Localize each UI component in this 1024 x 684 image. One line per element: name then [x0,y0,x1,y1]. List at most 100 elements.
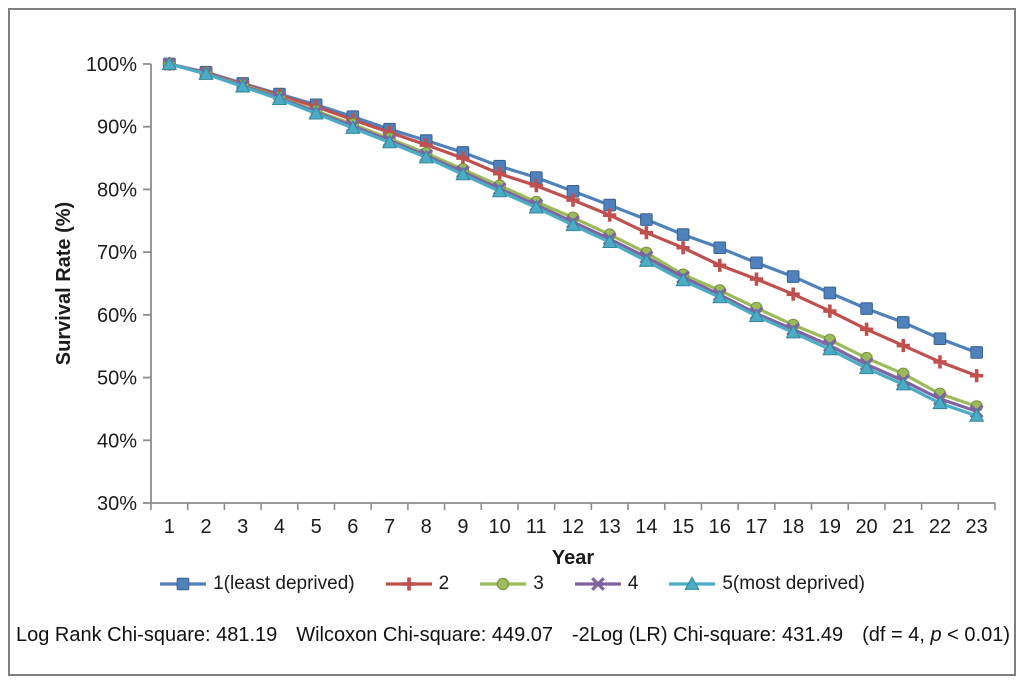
series-line [167,62,979,408]
legend-swatch [385,577,432,591]
y-tick-label: 50% [97,368,137,390]
plus-icon [456,151,470,165]
x-tick-label: 5 [311,516,322,538]
square-icon [860,302,873,315]
plus-icon [970,369,984,383]
legend-swatch [574,577,621,591]
triangle-icon [381,134,398,149]
y-tick-label: 40% [97,430,137,452]
square-icon [933,332,947,345]
x-tick-label: 17 [745,516,767,538]
legend-item-5: 5(most deprived) [668,573,865,595]
x-tick-label: 20 [855,516,877,538]
plus-icon [529,179,543,193]
stat-2log-lr: -2Log (LR) Chi-square: 431.49 [571,624,844,646]
square-icon [896,316,910,329]
triangle-icon [748,308,765,323]
y-axis-title: Survival Rate (%) [53,202,75,365]
x-tick-label: 3 [237,516,248,538]
x-tick-label: 19 [819,516,841,538]
legend-item-2: 2 [385,573,450,595]
triangle-icon [565,217,581,232]
plus-icon [676,241,690,255]
triangle-icon [198,66,214,80]
legend-swatch [669,576,716,590]
plus-icon [823,304,837,318]
figure-frame [8,8,1016,676]
plus-icon [749,272,764,286]
x-tick-label: 7 [384,516,395,538]
triangle-icon [822,341,838,356]
x-cross-icon [590,577,605,591]
plus-icon [896,338,910,353]
x-tick-label: 13 [599,516,621,538]
circle-icon [496,577,510,591]
triangle-icon [785,324,801,339]
triangle-icon [455,166,471,181]
legend-label: 2 [438,573,450,594]
triangle-icon [895,376,911,391]
stats-footer: Log Rank Chi-square: 481.19 Wilcoxon Chi… [16,624,1010,647]
legend-swatch [160,577,207,591]
plus-icon [493,167,507,181]
series-line [167,62,979,418]
x-axis-title: Year [552,547,594,569]
plus-icon [933,355,947,369]
square-icon [750,256,763,270]
legend-label: 4 [627,573,639,594]
x-tick-label: 11 [526,516,547,538]
plus-icon [566,193,580,207]
plus-icon [603,208,617,222]
x-tick-label: 16 [709,516,731,538]
triangle-icon [308,105,324,120]
triangle-icon [345,120,361,134]
x-tick-label: 12 [562,516,584,538]
x-tick-label: 21 [892,516,914,538]
plus-icon [859,322,874,336]
x-tick-label: 22 [929,516,951,538]
triangle-icon [491,183,508,198]
plus-icon [786,287,800,301]
y-tick-label: 30% [97,493,137,515]
legend-label: 3 [533,573,544,594]
legend-label: 1(least deprived) [213,573,355,594]
y-tick-label: 80% [97,179,137,201]
stat-wilcoxon: Wilcoxon Chi-square: 449.07 [296,624,553,646]
x-tick-label: 10 [488,516,510,538]
square-icon [676,228,690,241]
legend-label: 5(most deprived) [722,573,865,594]
triangle-icon [638,253,655,267]
x-tick-label: 6 [347,516,358,538]
x-tick-label: 1 [164,516,175,538]
chart-legend: 1(least deprived) 2 3 4 5(most deprived) [0,573,1024,595]
survival-chart: 100%90%80%70%60%50%40%30%1 2 3 4 5 6 7 8 9 10 11 12… [53,54,996,569]
square-icon [713,241,727,255]
triangle-icon [235,78,251,93]
x-tick-label: 14 [635,516,657,538]
series-line [167,62,979,355]
y-tick-label: 70% [97,242,137,264]
x-tick-label: 15 [672,516,694,538]
triangle-icon [932,395,948,410]
triangle-icon [271,91,288,106]
legend-swatch [480,577,527,591]
triangle-icon [675,272,691,287]
plus-icon [713,258,727,272]
triangle-icon [418,149,434,164]
x-tick-label: 23 [966,516,988,538]
triangle-icon [969,408,985,422]
plus-icon [402,577,416,591]
stat-log-rank: Log Rank Chi-square: 481.19 [16,624,278,646]
square-icon [970,346,983,359]
triangle-icon [528,199,544,214]
x-tick-label: 4 [274,516,285,538]
stat-df-note: (df = 4, p < 0.01) [862,624,1010,646]
legend-item-1: 1(least deprived) [159,573,355,595]
legend-item-4: 4 [574,573,639,595]
triangle-icon [161,56,177,70]
square-icon [176,577,190,591]
y-tick-label: 100% [86,54,137,76]
triangle-icon [858,360,875,375]
x-tick-label: 9 [457,516,468,538]
square-icon [786,270,800,283]
